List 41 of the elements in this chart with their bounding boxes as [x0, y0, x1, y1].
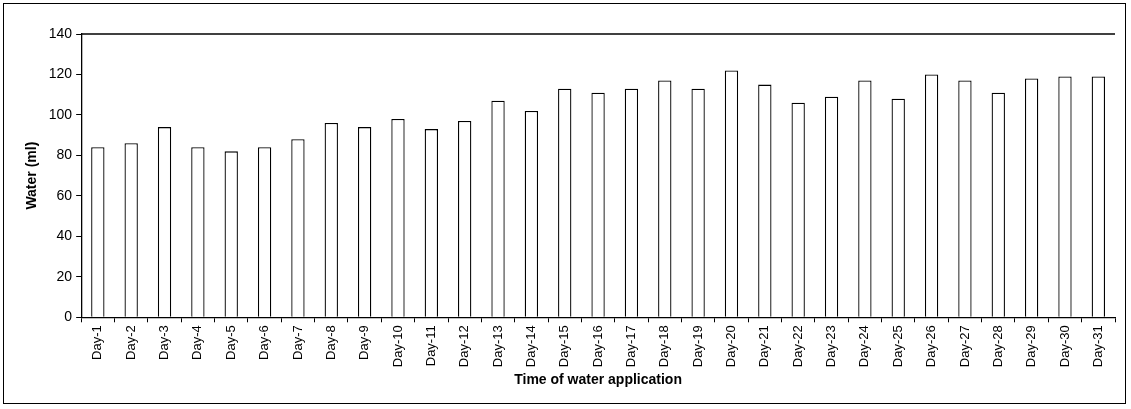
- y-tick-label: 140: [48, 24, 73, 41]
- x-tick-label: Day-15: [556, 325, 572, 368]
- x-tick-label: Day-17: [623, 325, 639, 368]
- x-tick-label: Day-2: [122, 325, 138, 360]
- x-tick-label: Day-6: [256, 325, 272, 360]
- x-tick-label: Day-23: [823, 325, 839, 368]
- y-tick-label: 40: [56, 227, 73, 244]
- x-tick-label: Day-26: [923, 325, 939, 368]
- x-tick-label: Day-12: [456, 325, 472, 368]
- y-tick-label: 20: [56, 267, 73, 284]
- x-tick-label: Day-21: [756, 325, 772, 368]
- x-tick-label: Day-4: [189, 325, 205, 360]
- x-tick-label: Day-24: [856, 325, 872, 368]
- x-tick-label: Day-11: [422, 325, 438, 367]
- x-tick-label: Day-14: [522, 325, 538, 368]
- x-tick-label: Day-27: [956, 325, 972, 368]
- x-tick-label: Day-1: [89, 325, 105, 360]
- x-tick-label: Day-9: [356, 325, 372, 360]
- x-tick-label: Day-19: [689, 325, 705, 368]
- x-tick-label: Day-7: [289, 325, 305, 360]
- y-tick-label: 0: [64, 308, 73, 325]
- x-axis-title: Time of water application: [514, 371, 682, 388]
- x-tick-label: Day-3: [156, 325, 172, 360]
- x-tick-label: Day-20: [723, 325, 739, 368]
- y-tick-label: 80: [56, 146, 73, 163]
- x-tick-label: Day-18: [656, 325, 672, 368]
- x-tick-label: Day-25: [889, 325, 905, 368]
- x-tick-label: Day-13: [489, 325, 505, 368]
- x-tick-label: Day-29: [1023, 325, 1039, 368]
- y-tick-label: 120: [48, 65, 73, 82]
- x-tick-label: Day-28: [989, 325, 1005, 368]
- x-tick-label: Day-31: [1089, 325, 1105, 368]
- x-tick-label: Day-30: [1056, 325, 1072, 368]
- x-tick-label: Day-10: [389, 325, 405, 368]
- y-tick-label: 60: [56, 186, 73, 203]
- x-tick-label: Day-22: [789, 325, 805, 368]
- x-tick-label: Day-16: [589, 325, 605, 368]
- y-tick-label: 100: [48, 105, 73, 122]
- x-tick-label: Day-5: [222, 325, 238, 360]
- y-axis-title: Water (ml): [23, 141, 40, 210]
- x-tick-label: Day-8: [322, 325, 338, 360]
